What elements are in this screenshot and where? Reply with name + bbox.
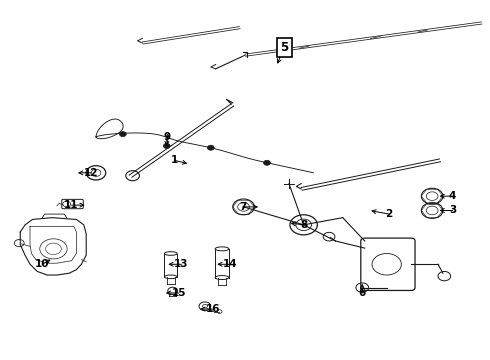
Text: 15: 15	[172, 288, 186, 298]
Text: 11: 11	[64, 200, 79, 210]
Circle shape	[163, 143, 170, 148]
Circle shape	[207, 145, 214, 150]
Text: 2: 2	[386, 209, 393, 219]
Circle shape	[120, 132, 126, 136]
Text: 1: 1	[171, 155, 178, 165]
Text: 7: 7	[239, 202, 246, 212]
Text: 9: 9	[163, 132, 171, 142]
Text: 5: 5	[280, 41, 288, 54]
Text: 4: 4	[449, 191, 456, 201]
Text: 10: 10	[35, 259, 49, 269]
Text: 6: 6	[359, 288, 366, 298]
Text: 14: 14	[223, 259, 238, 269]
Text: 12: 12	[84, 168, 98, 178]
Text: 16: 16	[206, 304, 220, 314]
Text: 13: 13	[174, 259, 189, 269]
Text: 8: 8	[300, 220, 307, 230]
Text: 3: 3	[449, 206, 456, 216]
Circle shape	[264, 160, 270, 165]
